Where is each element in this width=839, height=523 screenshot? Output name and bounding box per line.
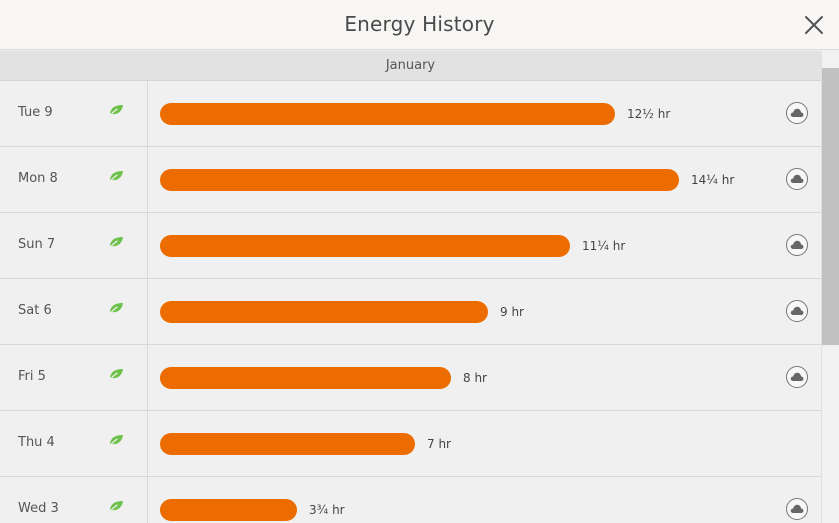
month-header: January [0, 51, 821, 81]
leaf-icon [109, 237, 123, 248]
leaf-icon [109, 303, 123, 314]
dialog-title: Energy History [344, 12, 495, 36]
duration-label: 8 hr [463, 371, 487, 385]
cloud-icon [790, 306, 804, 315]
leaf-icon [109, 369, 123, 380]
column-divider [147, 411, 148, 476]
dialog-header: Energy History [0, 0, 839, 50]
column-divider [147, 345, 148, 410]
day-label: Tue 9 [18, 105, 53, 120]
leaf-icon [109, 171, 123, 182]
leaf-icon [109, 105, 123, 116]
day-label: Mon 8 [18, 171, 58, 186]
cloud-icon [790, 174, 804, 183]
duration-label: 7 hr [427, 437, 451, 451]
cloud-icon [790, 240, 804, 249]
usage-bar [160, 169, 679, 191]
history-row[interactable]: Fri 5 8 hr [0, 345, 821, 411]
weather-button[interactable] [786, 168, 808, 190]
column-divider [147, 81, 148, 146]
scrollbar-thumb[interactable] [822, 68, 839, 345]
history-row[interactable]: Thu 4 7 hr [0, 411, 821, 477]
column-divider [147, 477, 148, 523]
usage-bar [160, 499, 297, 521]
history-row[interactable]: Sat 6 9 hr [0, 279, 821, 345]
energy-history-list[interactable]: Tue 9 12½ hr Mon 8 14¼ hr Sun 7 11¼ hr Sat 6 9 … [0, 81, 821, 523]
day-label: Sat 6 [18, 303, 52, 318]
cloud-icon [790, 504, 804, 513]
usage-bar [160, 235, 570, 257]
day-label: Sun 7 [18, 237, 56, 252]
history-row[interactable]: Tue 9 12½ hr [0, 81, 821, 147]
close-button[interactable] [803, 14, 825, 36]
duration-label: 14¼ hr [691, 173, 735, 187]
duration-label: 3¾ hr [309, 503, 345, 517]
scrollbar[interactable] [821, 51, 839, 523]
weather-button[interactable] [786, 102, 808, 124]
day-label: Fri 5 [18, 369, 46, 384]
cloud-icon [790, 372, 804, 381]
close-icon [805, 16, 823, 34]
history-row[interactable]: Wed 3 3¾ hr [0, 477, 821, 523]
usage-bar [160, 433, 415, 455]
weather-button[interactable] [786, 366, 808, 388]
usage-bar [160, 367, 451, 389]
leaf-icon [109, 435, 123, 446]
history-row[interactable]: Mon 8 14¼ hr [0, 147, 821, 213]
duration-label: 12½ hr [627, 107, 671, 121]
weather-button[interactable] [786, 234, 808, 256]
weather-button[interactable] [786, 300, 808, 322]
cloud-icon [790, 108, 804, 117]
usage-bar [160, 103, 615, 125]
usage-bar [160, 301, 488, 323]
duration-label: 11¼ hr [582, 239, 626, 253]
history-row[interactable]: Sun 7 11¼ hr [0, 213, 821, 279]
weather-button[interactable] [786, 498, 808, 520]
day-label: Thu 4 [18, 435, 55, 450]
column-divider [147, 279, 148, 344]
column-divider [147, 147, 148, 212]
leaf-icon [109, 501, 123, 512]
day-label: Wed 3 [18, 501, 59, 516]
duration-label: 9 hr [500, 305, 524, 319]
column-divider [147, 213, 148, 278]
